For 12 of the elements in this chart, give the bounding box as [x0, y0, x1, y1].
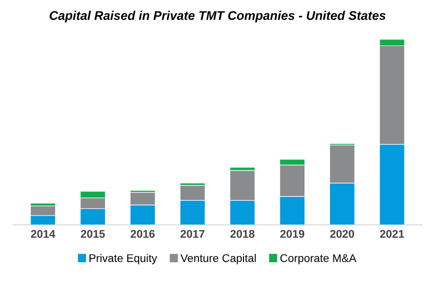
x-tick-label: 2021 [380, 230, 404, 238]
x-tick-label: 2016 [130, 230, 155, 238]
x-tick-label: 2017 [180, 230, 204, 238]
x-tick-label: 2020 [330, 230, 354, 238]
legend-label: Private Equity [90, 254, 158, 264]
legend-label: Venture Capital [180, 254, 256, 264]
x-tick-label: 2019 [280, 230, 304, 238]
x-tick-label: 2018 [230, 230, 254, 238]
legend-label: Corporate M&A [280, 254, 356, 264]
x-tick-label: 2014 [30, 230, 56, 238]
x-tick-label: 2015 [80, 230, 105, 238]
chart-title: Capital Raised in Private TMT Companies - United States [50, 10, 386, 22]
